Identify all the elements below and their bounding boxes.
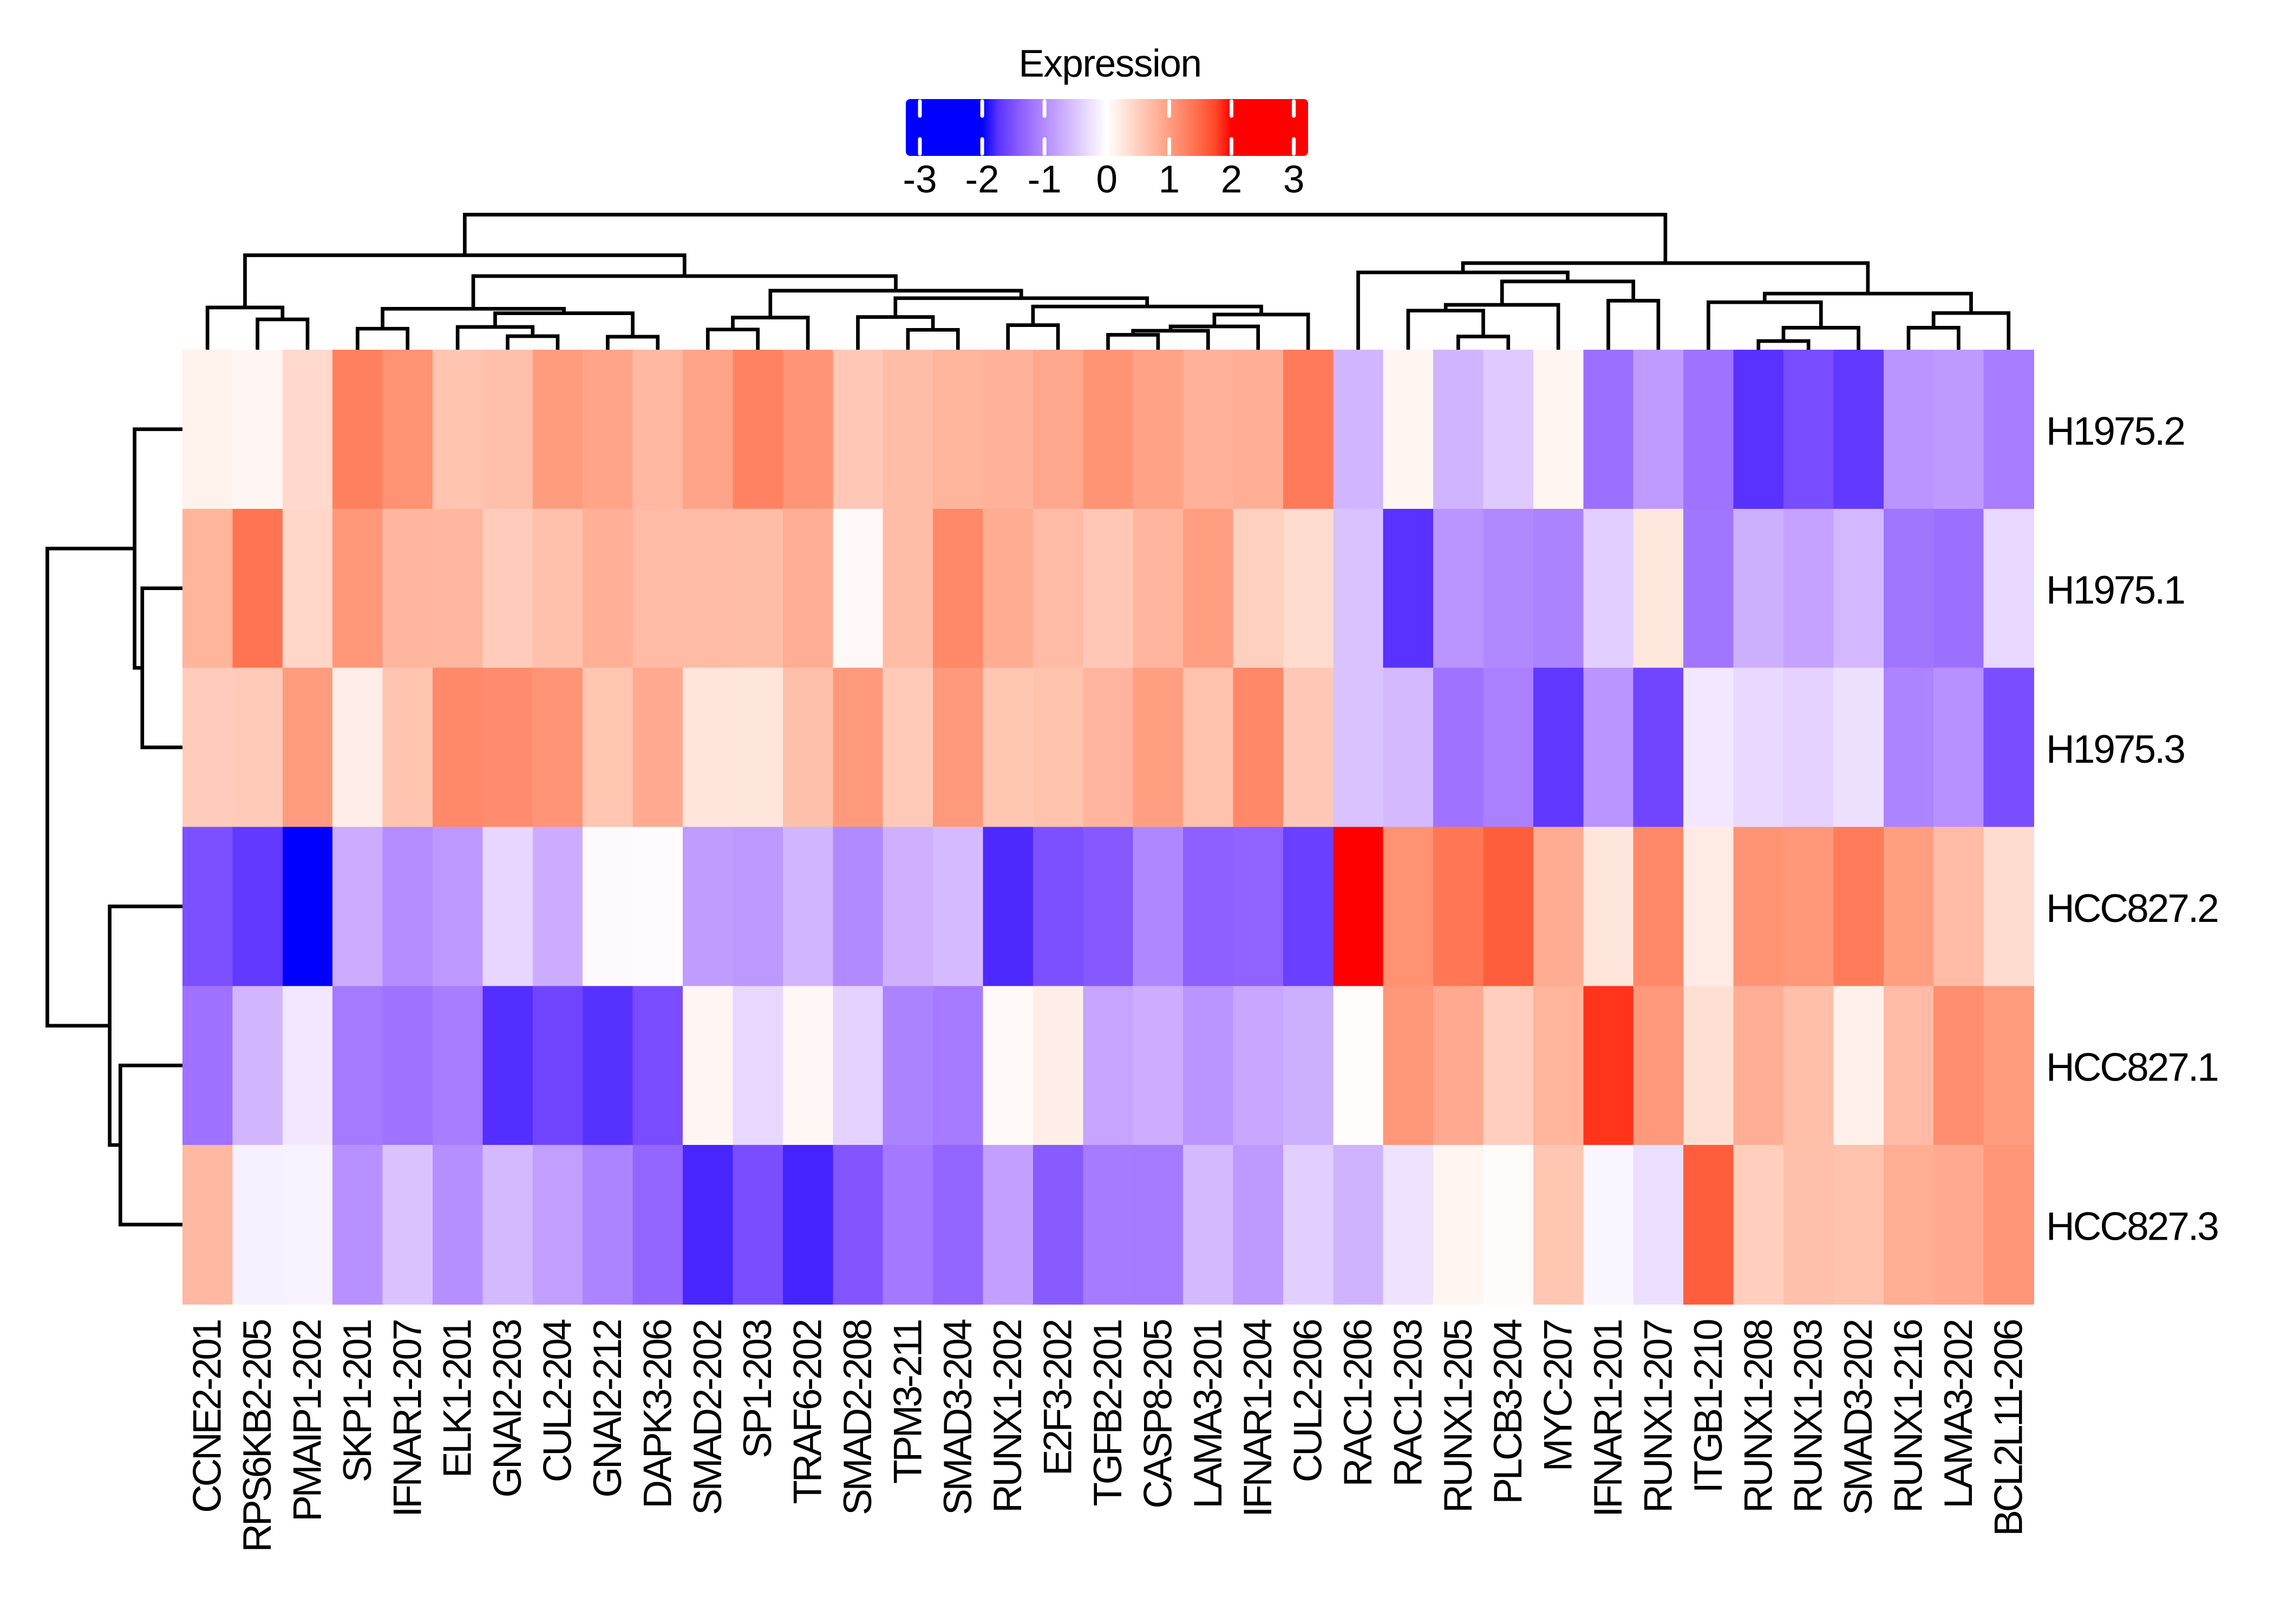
svg-text:H1975.2: H1975.2 [2046, 409, 2184, 453]
svg-text:1: 1 [1159, 159, 1180, 201]
svg-text:IFNAR1-204: IFNAR1-204 [1236, 1319, 1280, 1517]
svg-text:2: 2 [1221, 159, 1243, 201]
svg-text:MYC-207: MYC-207 [1537, 1320, 1580, 1471]
svg-text:RUNX1-203: RUNX1-203 [1787, 1320, 1831, 1513]
svg-text:GNAI2-203: GNAI2-203 [486, 1320, 530, 1497]
svg-text:DAPK3-206: DAPK3-206 [636, 1320, 679, 1508]
svg-text:0: 0 [1096, 159, 1118, 201]
svg-text:TGFB2-201: TGFB2-201 [1086, 1320, 1130, 1506]
svg-text:LAMA3-201: LAMA3-201 [1186, 1320, 1230, 1508]
svg-text:SP1-203: SP1-203 [736, 1320, 780, 1458]
svg-text:HCC827.1: HCC827.1 [2046, 1046, 2218, 1090]
svg-text:SMAD2-208: SMAD2-208 [836, 1320, 880, 1515]
svg-text:RPS6KB2-205: RPS6KB2-205 [236, 1320, 279, 1552]
svg-text:3: 3 [1283, 159, 1305, 201]
svg-text:RUNX1-205: RUNX1-205 [1436, 1320, 1480, 1513]
svg-text:HCC827.3: HCC827.3 [2046, 1205, 2218, 1249]
svg-text:SMAD2-202: SMAD2-202 [686, 1320, 730, 1515]
svg-text:TPM3-211: TPM3-211 [886, 1320, 930, 1484]
svg-text:-2: -2 [965, 159, 999, 201]
svg-text:-1: -1 [1028, 159, 1062, 201]
svg-text:HCC827.2: HCC827.2 [2046, 887, 2218, 931]
svg-text:-3: -3 [903, 159, 937, 201]
svg-text:IFNAR1-207: IFNAR1-207 [385, 1320, 429, 1517]
svg-text:PMAIP1-202: PMAIP1-202 [286, 1320, 330, 1522]
svg-text:H1975.3: H1975.3 [2046, 728, 2184, 771]
svg-text:ITGB1-210: ITGB1-210 [1687, 1320, 1730, 1493]
svg-text:LAMA3-202: LAMA3-202 [1937, 1320, 1981, 1508]
svg-text:SMAD3-202: SMAD3-202 [1837, 1320, 1880, 1515]
svg-text:CUL2-206: CUL2-206 [1286, 1320, 1330, 1482]
svg-text:RUNX1-207: RUNX1-207 [1636, 1320, 1680, 1513]
svg-text:ELK1-201: ELK1-201 [436, 1320, 480, 1478]
svg-text:PLCB3-204: PLCB3-204 [1486, 1319, 1530, 1504]
svg-text:RAC1-206: RAC1-206 [1336, 1320, 1380, 1487]
svg-text:CASP8-205: CASP8-205 [1136, 1320, 1180, 1508]
svg-text:SMAD3-204: SMAD3-204 [936, 1319, 980, 1515]
svg-text:CUL2-204: CUL2-204 [536, 1319, 580, 1482]
svg-text:RUNX1-216: RUNX1-216 [1887, 1320, 1931, 1513]
svg-text:IFNAR1-201: IFNAR1-201 [1586, 1320, 1630, 1517]
svg-text:Expression: Expression [1018, 43, 1201, 86]
svg-text:RUNX1-202: RUNX1-202 [986, 1320, 1030, 1513]
svg-text:BCL2L11-206: BCL2L11-206 [1987, 1320, 2030, 1536]
svg-text:GNAI2-212: GNAI2-212 [586, 1320, 630, 1497]
svg-text:TRAF6-202: TRAF6-202 [786, 1320, 830, 1504]
svg-text:SKP1-201: SKP1-201 [336, 1320, 380, 1482]
svg-text:CCNE2-201: CCNE2-201 [186, 1320, 230, 1513]
svg-text:E2F3-202: E2F3-202 [1036, 1320, 1080, 1476]
svg-text:H1975.1: H1975.1 [2046, 568, 2184, 612]
svg-text:RAC1-203: RAC1-203 [1386, 1320, 1430, 1487]
svg-text:RUNX1-208: RUNX1-208 [1736, 1320, 1780, 1513]
